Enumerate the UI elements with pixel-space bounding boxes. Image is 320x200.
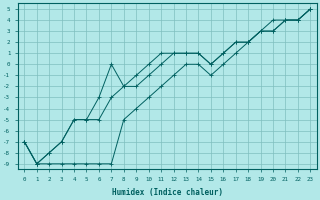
X-axis label: Humidex (Indice chaleur): Humidex (Indice chaleur) — [112, 188, 223, 197]
